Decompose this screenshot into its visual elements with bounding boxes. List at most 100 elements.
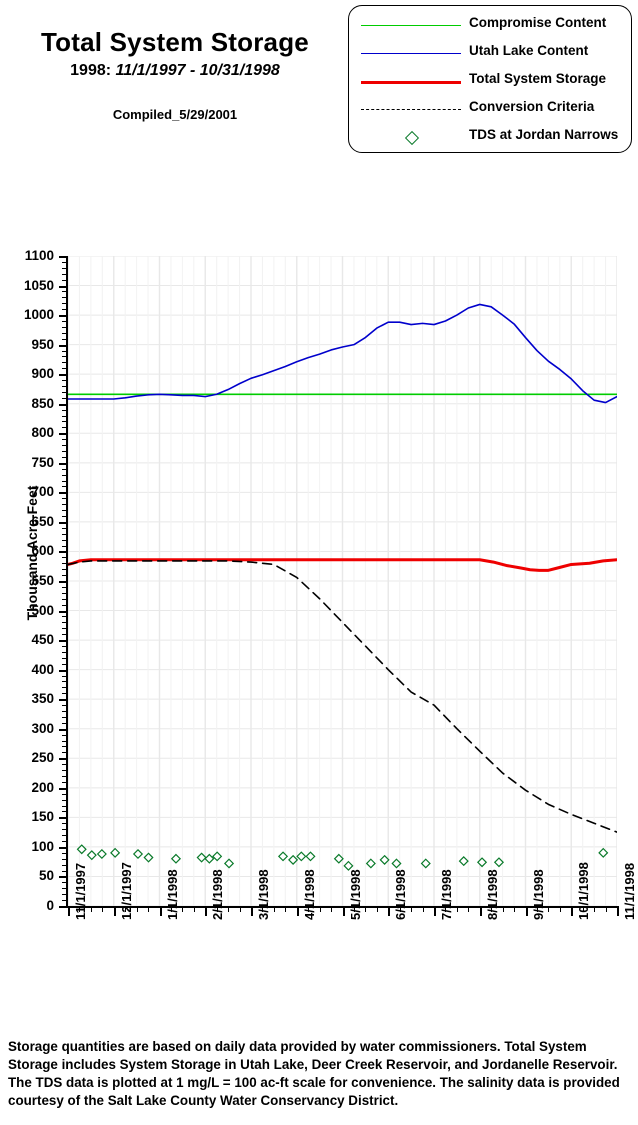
x-tick-minor xyxy=(216,906,218,912)
y-tick-minor xyxy=(62,439,68,441)
y-tick-minor xyxy=(62,575,68,577)
legend-item-4[interactable]: TDS at Jordan Narrows xyxy=(349,124,633,152)
plot-svg xyxy=(68,256,617,906)
x-tick-label: 6/1/1998 xyxy=(393,869,409,920)
y-tick-minor xyxy=(62,776,68,777)
series-line-2 xyxy=(68,558,617,572)
x-tick-minor xyxy=(582,906,584,912)
y-tick-minor xyxy=(62,480,68,482)
legend-item-1[interactable]: Utah Lake Content xyxy=(349,40,633,68)
subtitle-year: 1998: xyxy=(70,61,112,79)
title-block: Total System Storage 1998: 11/1/1997 - 1… xyxy=(10,28,340,79)
y-tick-minor xyxy=(62,445,68,447)
line-swatch-red xyxy=(361,68,461,96)
y-tick-label: 700 xyxy=(31,484,54,500)
y-tick-minor xyxy=(62,516,68,517)
y-tick-minor xyxy=(62,356,68,358)
y-tick-minor xyxy=(62,468,68,470)
y-tick-major xyxy=(59,344,68,347)
x-tick-label: 10/1/1998 xyxy=(576,862,592,920)
series-line-1 xyxy=(68,303,617,404)
y-tick-minor xyxy=(62,740,68,742)
y-tick-major xyxy=(59,581,68,583)
x-tick-minor xyxy=(422,906,424,912)
y-tick-minor xyxy=(62,628,68,630)
y-tick-minor xyxy=(62,456,68,458)
y-tick-major xyxy=(59,403,68,406)
tds-marker xyxy=(296,851,307,862)
legend-label-3: Conversion Criteria xyxy=(469,99,595,114)
legend-item-0[interactable]: Compromise Content xyxy=(349,12,633,40)
y-tick-minor xyxy=(62,332,68,334)
y-tick-label: 1100 xyxy=(24,248,54,263)
y-tick-major xyxy=(59,640,68,643)
y-tick-minor xyxy=(62,598,68,600)
x-tick-minor xyxy=(468,906,470,912)
y-tick-minor xyxy=(62,533,68,535)
y-tick-major xyxy=(59,610,68,613)
y-tick-minor xyxy=(62,841,68,842)
x-tick-label: 7/1/1998 xyxy=(439,869,454,920)
tds-marker xyxy=(365,858,376,869)
x-tick-minor xyxy=(228,906,230,912)
y-tick-minor xyxy=(62,823,68,825)
line-swatch-green xyxy=(361,12,461,40)
y-tick-minor xyxy=(62,894,68,896)
y-tick-minor xyxy=(62,397,68,399)
tds-marker xyxy=(333,853,344,864)
tds-marker xyxy=(204,853,215,864)
legend-label-2: Total System Storage xyxy=(469,71,607,86)
y-tick-minor xyxy=(62,362,68,364)
y-tick-major xyxy=(59,699,68,702)
x-tick-major xyxy=(296,906,299,916)
y-tick-minor xyxy=(62,303,68,305)
y-tick-minor xyxy=(62,498,68,500)
y-tick-minor xyxy=(62,882,68,884)
y-tick-minor xyxy=(62,486,68,488)
subtitle-range: 11/1/1997 - 10/31/1998 xyxy=(115,61,280,79)
y-tick-minor xyxy=(62,545,68,547)
y-tick-major xyxy=(59,906,68,908)
y-tick-label: 350 xyxy=(31,691,54,707)
y-tick-minor xyxy=(62,563,68,565)
x-tick-minor xyxy=(79,906,81,912)
line-swatch-dashed xyxy=(361,96,461,124)
y-tick-minor xyxy=(62,716,68,718)
chart-area: Thousand Acre-Feet 0 50 100 150 200 250 300 350… xyxy=(0,245,638,925)
line-swatch-blue xyxy=(361,40,461,68)
y-tick-minor xyxy=(62,326,68,328)
y-tick-major xyxy=(59,492,68,495)
y-tick-label: 900 xyxy=(31,366,54,382)
legend-item-2[interactable]: Total System Storage xyxy=(349,68,633,96)
y-tick-minor xyxy=(62,409,68,411)
y-tick-minor xyxy=(62,368,68,370)
x-tick-major xyxy=(159,906,162,916)
y-tick-minor xyxy=(62,722,68,724)
y-tick-minor xyxy=(62,539,68,541)
tds-marker xyxy=(379,854,390,865)
x-tick-major xyxy=(571,906,574,916)
tds-marker xyxy=(110,847,121,858)
x-tick-minor xyxy=(193,906,195,912)
y-tick-minor xyxy=(62,858,68,860)
x-tick-minor xyxy=(90,906,92,912)
y-tick-major xyxy=(59,256,68,258)
y-tick-major xyxy=(59,521,68,524)
x-tick-major xyxy=(617,906,619,916)
y-tick-minor xyxy=(62,391,68,393)
x-tick-label: 12/1/1997 xyxy=(118,862,134,920)
y-tick-minor xyxy=(62,900,68,902)
x-tick-label: 5/1/1998 xyxy=(347,869,363,920)
tds-marker xyxy=(212,851,223,862)
x-tick-minor xyxy=(559,906,561,912)
y-tick-minor xyxy=(62,799,68,801)
footnote: Storage quantities are based on daily da… xyxy=(8,1039,620,1109)
y-tick-major xyxy=(59,433,68,436)
y-tick-minor xyxy=(62,829,68,831)
tds-marker xyxy=(305,851,316,862)
x-tick-minor xyxy=(170,906,172,912)
y-tick-label: 950 xyxy=(31,336,54,352)
x-tick-minor xyxy=(411,906,413,912)
legend-item-3[interactable]: Conversion Criteria xyxy=(349,96,633,124)
y-tick-minor xyxy=(62,338,68,340)
